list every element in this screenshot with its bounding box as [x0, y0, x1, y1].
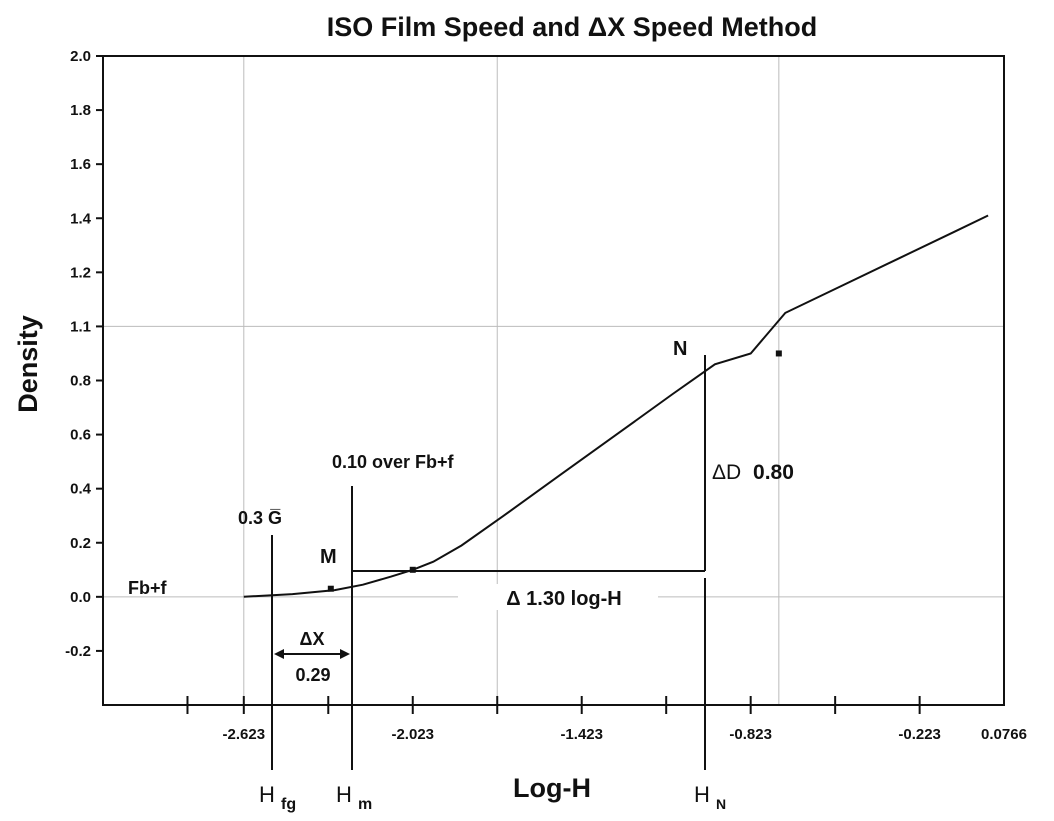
hm-label: H m — [336, 782, 372, 813]
y-tick-label: -0.2 — [65, 643, 91, 660]
point-m-label: M — [320, 546, 337, 568]
hn-label: H N — [694, 782, 726, 812]
delta-x-arrowhead-right — [340, 649, 350, 659]
y-tick-label: 0.6 — [70, 427, 91, 444]
gbar-label: 0.3 G̅ — [238, 508, 282, 528]
fbf-label: Fb+f — [128, 578, 168, 598]
delta-log-h-label: Δ 1.30 log-H — [506, 588, 622, 610]
density-curve — [243, 214, 989, 598]
point-n-label: N — [673, 338, 687, 360]
key-points — [327, 350, 782, 592]
label-mask — [458, 584, 658, 610]
chart-title: ISO Film Speed and ΔX Speed Method — [327, 12, 817, 42]
y-tick-label: 2.0 — [70, 48, 91, 65]
x-axis: -2.623 -2.023 -1.423 -0.823 -0.223 0.0766 — [186, 696, 1027, 743]
hm-main: H — [336, 782, 352, 807]
point-marker — [775, 350, 782, 357]
point-marker — [409, 566, 416, 573]
x-tick-label: -0.823 — [729, 726, 772, 743]
y-tick-label: 0.0 — [70, 589, 91, 606]
hfg-sub: fg — [281, 796, 296, 813]
x-tick-label: -1.423 — [560, 726, 603, 743]
x-axis-title: Log-H — [513, 773, 591, 803]
y-tick-label: 0.4 — [70, 481, 92, 498]
over-fbf-label: 0.10 over Fb+f — [332, 452, 455, 472]
hfg-label: H fg — [259, 782, 296, 813]
hn-sub: N — [716, 796, 726, 812]
hm-sub: m — [358, 796, 372, 813]
hn-main: H — [694, 782, 710, 807]
y-tick-label: 0.8 — [70, 373, 91, 390]
x-tick-label: -0.223 — [898, 726, 941, 743]
y-axis-title: Density — [13, 315, 43, 413]
y-axis: -0.2 0.0 0.2 0.4 0.6 0.8 1.1 1.2 1.4 1.6 1.8 2.0 — [65, 48, 103, 660]
x-tick-label: -2.023 — [391, 726, 434, 743]
x-tick-label: -2.623 — [223, 726, 266, 743]
hfg-main: H — [259, 782, 275, 807]
x-tick-label: 0.0766 — [981, 726, 1027, 743]
delta-x-value: 0.29 — [295, 665, 330, 685]
y-tick-label: 1.6 — [70, 156, 91, 173]
y-tick-label: 1.1 — [70, 318, 91, 335]
delta-d-label: ΔD 0.80 — [712, 461, 794, 484]
y-tick-label: 1.8 — [70, 102, 91, 119]
delta-d-symbol: ΔD — [712, 461, 741, 484]
y-tick-label: 1.2 — [70, 264, 91, 281]
delta-d-value: 0.80 — [753, 461, 794, 484]
delta-x-arrowhead-left — [274, 649, 284, 659]
delta-x-label: ΔX — [300, 629, 325, 649]
point-marker — [327, 585, 334, 592]
y-tick-label: 0.2 — [70, 535, 91, 552]
y-tick-label: 1.4 — [70, 210, 92, 227]
